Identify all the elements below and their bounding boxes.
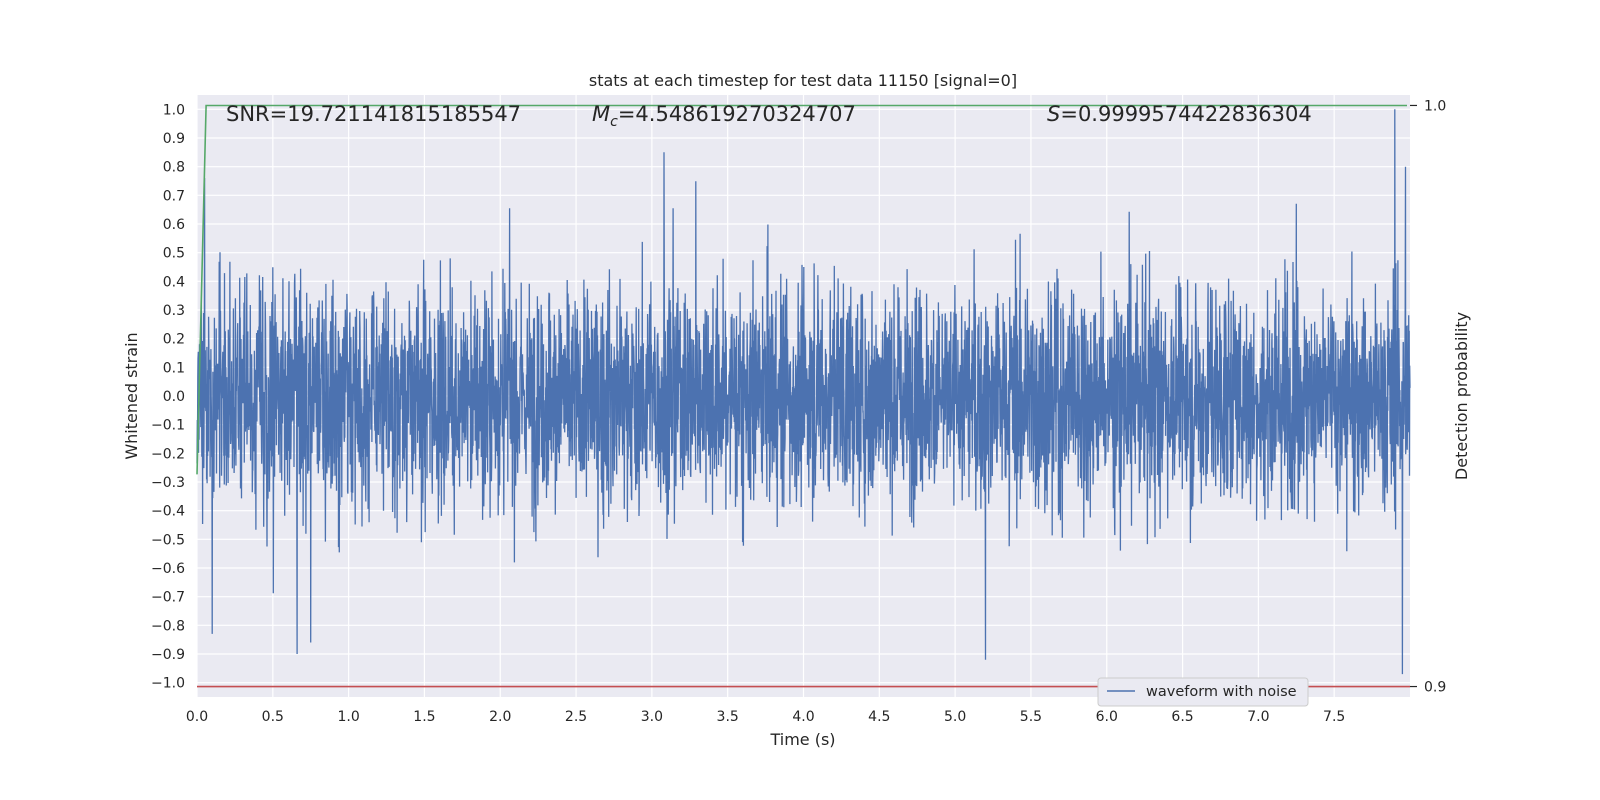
x-tick-label: 4.5 [868,709,890,725]
y2-tick-label: 0.9 [1424,680,1446,696]
y-tick-label: −0.3 [151,475,185,491]
y-tick-label: 0.2 [163,332,185,348]
legend-box [1097,677,1309,707]
x-tick-label: 3.0 [641,709,663,725]
y-axis-label: Whitened strain [122,332,141,459]
x-tick-label: 0.0 [186,709,208,725]
mc-value: =4.548619270324707 [618,102,856,126]
y-tick-label: −0.5 [151,532,185,548]
y2-axis-label: Detection probability [1452,312,1471,480]
x-tick-label: 0.5 [262,709,284,725]
y2-tick-labels: 1.0 0.9 [1410,98,1446,696]
mc-subscript: c [610,114,618,130]
y-tick-label: 0.9 [163,131,185,147]
x-tick-label: 7.0 [1247,709,1269,725]
y-tick-labels: 1.0 0.9 0.8 0.7 0.6 0.5 0.4 0.3 0.2 0.1 0.0 −0.1 −0.… [151,102,185,691]
legend: waveform with noise [1097,677,1309,707]
y-tick-label: 0.3 [163,303,185,319]
y-tick-label: 0.0 [163,389,185,405]
x-tick-label: 1.5 [413,709,435,725]
mc-symbol: M [592,102,610,126]
x-tick-label: 6.0 [1096,709,1118,725]
y-tick-label: −1.0 [151,676,185,692]
y-tick-label: −0.9 [151,647,185,663]
y-tick-label: 0.4 [163,274,185,290]
s-annotation: S=0.9999574422836304 [1047,102,1312,126]
x-tick-label: 5.0 [944,709,966,725]
x-tick-label: 2.5 [565,709,587,725]
y-tick-label: 0.1 [163,360,185,376]
x-tick-label: 1.0 [337,709,359,725]
mc-annotation: Mc=4.548619270324707 [592,102,856,130]
y-tick-label: 0.6 [163,217,185,233]
y-tick-label: 1.0 [163,102,185,118]
x-tick-label: 3.5 [717,709,739,725]
waveform-series [196,109,1411,675]
s-symbol: S [1047,102,1060,126]
x-tick-labels: 0.0 0.5 1.0 1.5 2.0 2.5 3.0 3.5 4.0 4.5 5.0 5.5 6.0 6… [186,709,1345,725]
snr-annotation: SNR=19.721141815185547 [226,102,521,126]
x-tick-label: 7.5 [1323,709,1345,725]
y-tick-label: −0.8 [151,618,185,634]
chart-title: stats at each timestep for test data 111… [589,71,1017,90]
y-tick-label: 0.8 [163,160,185,176]
s-value: =0.9999574422836304 [1060,102,1311,126]
y-tick-label: −0.4 [151,504,185,520]
legend-entry: waveform with noise [1146,684,1297,700]
y-tick-label: −0.2 [151,446,185,462]
x-tick-label: 5.5 [1020,709,1042,725]
x-tick-label: 4.0 [792,709,814,725]
y-tick-label: −0.1 [151,418,185,434]
y-tick-label: 0.7 [163,188,185,204]
y-tick-label: −0.6 [151,561,185,577]
waveform-line [196,109,1411,675]
y-tick-label: 0.5 [163,246,185,262]
x-tick-label: 6.5 [1171,709,1193,725]
y-tick-label: −0.7 [151,590,185,606]
x-tick-label: 2.0 [489,709,511,725]
y2-tick-label: 1.0 [1424,98,1446,114]
probability-line [196,104,1407,475]
x-axis-label: Time (s) [769,730,835,749]
